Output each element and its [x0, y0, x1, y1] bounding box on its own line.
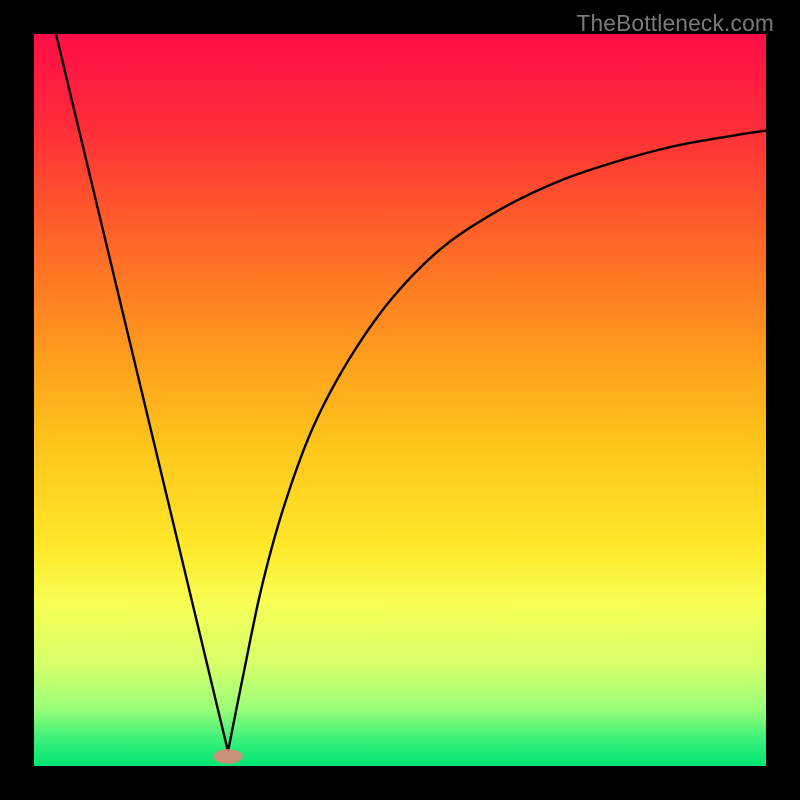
- minimum-marker: [213, 749, 242, 764]
- chart-frame: TheBottleneck.com: [0, 0, 800, 800]
- plot-svg: [34, 34, 766, 766]
- watermark-text: TheBottleneck.com: [576, 10, 774, 37]
- plot-area: [34, 34, 766, 766]
